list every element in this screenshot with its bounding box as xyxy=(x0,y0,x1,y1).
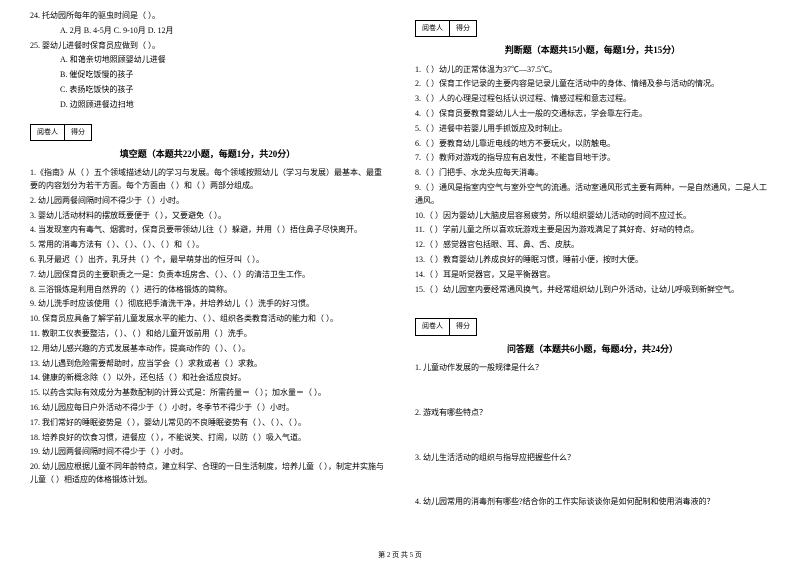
fill-9: 9. 幼儿洗手时应该使用（ ）彻底把手清洗干净，并培养幼儿（ ）洗手的好习惯。 xyxy=(30,298,385,311)
q25-opt-b: B. 催促吃饭慢的孩子 xyxy=(30,69,385,82)
fill-14: 14. 健康的新概念除（ ）以外，还包括（ ）和社会适应良好。 xyxy=(30,372,385,385)
left-column: 24. 托幼园所每年的驱虫时间是（ ）。 A. 2月 B. 4-5月 C. 9-… xyxy=(0,0,400,565)
score-box-ans: 阅卷人 得分 xyxy=(415,318,477,335)
q25-opt-a: A. 和蔼亲切地照顾婴幼儿进餐 xyxy=(30,54,385,67)
q24-stem: 24. 托幼园所每年的驱虫时间是（ ）。 xyxy=(30,10,385,23)
judge-14: 14.（ ）耳是听觉器官，又是平衡器官。 xyxy=(415,269,770,282)
q25-stem: 25. 婴幼儿进餐时保育员应做到（ ）。 xyxy=(30,40,385,53)
fill-11: 11. 教职工仪表要整洁，（ ）、（ ）和给儿童开饭前用（ ）洗手。 xyxy=(30,328,385,341)
ans-3: 3. 幼儿生活活动的组织与指导应把握些什么？ xyxy=(415,452,770,465)
judge-15: 15.（ ）幼儿园室内要经常通风换气，并经常组织幼儿到户外活动，让幼儿呼吸到新鲜… xyxy=(415,284,770,297)
fill-6: 6. 乳牙最迟（ ）出齐，乳牙共（ ）个，最早萌芽出的恒牙叫（ ）。 xyxy=(30,254,385,267)
score-cell-score: 得分 xyxy=(450,318,477,335)
judge-5: 5.（ ）进餐中若婴儿用手抓饭应及时制止。 xyxy=(415,123,770,136)
judge-11: 11.（ ）学前儿童之所以喜欢玩游戏主要是因为游戏满足了其好奇、好动的特点。 xyxy=(415,224,770,237)
page-footer: 第 2 页 共 5 页 xyxy=(0,550,800,560)
fill-19: 19. 幼儿园两餐间隔时间不得少于（ ）小时。 xyxy=(30,446,385,459)
ans-4: 4. 幼儿园常用的消毒剂有哪些?结合你的工作实际谈谈你是如何配制和使用消毒液的？ xyxy=(415,496,770,509)
score-cell-marker: 阅卷人 xyxy=(415,20,450,37)
judge-7: 7.（ ）教师对游戏的指导应有启发性，不能盲目地干涉。 xyxy=(415,152,770,165)
fill-1: 1.《指南》从（ ）五个领域描述幼儿的学习与发展。每个领域按照幼儿（学习与发展）… xyxy=(30,167,385,193)
fill-17: 17. 我们常好的睡眠姿势是（ ），婴幼儿常见的不良睡眠姿势有（ ）、（ ）、（… xyxy=(30,417,385,430)
fill-7: 7. 幼儿园保育员的主要职责之一是：负责本班房舍、（ ）、（ ）的清洁卫生工作。 xyxy=(30,269,385,282)
score-box-fill: 阅卷人 得分 xyxy=(30,124,92,141)
score-cell-score: 得分 xyxy=(65,124,92,141)
score-cell-marker: 阅卷人 xyxy=(30,124,65,141)
score-box-judge: 阅卷人 得分 xyxy=(415,20,477,37)
fill-5: 5. 常用的消毒方法有（ ）、（ ）、（ ）、（ ）和（ ）。 xyxy=(30,239,385,252)
ans-section-title: 问答题（本题共6小题，每题4分，共24分） xyxy=(415,342,770,356)
score-cell-score: 得分 xyxy=(450,20,477,37)
judge-13: 13.（ ）教育婴幼儿养成良好的睡眠习惯，睡前小便，按时大便。 xyxy=(415,254,770,267)
q24-opts: A. 2月 B. 4-5月 C. 9-10月 D. 12月 xyxy=(30,25,385,38)
right-column: 阅卷人 得分 判断题（本题共15小题，每题1分，共15分） 1.（ ）幼儿的正常… xyxy=(400,0,800,565)
judge-8: 8.（ ）门把手、水龙头应每天消毒。 xyxy=(415,167,770,180)
fill-16: 16. 幼儿园应每日户外活动不得少于（ ）小时，冬季节不得少于（ ）小时。 xyxy=(30,402,385,415)
judge-10: 10.（ ）因为婴幼儿大脑皮层容易疲劳，所以组织婴幼儿活动的时间不应过长。 xyxy=(415,210,770,223)
ans-2: 2. 游戏有哪些特点？ xyxy=(415,407,770,420)
fill-4: 4. 当发现室内有毒气、烟雾时，保育员要带领幼儿往（ ）躲避，并用（ ）捂住鼻子… xyxy=(30,224,385,237)
fill-13: 13. 幼儿遇到危险需要帮助时，应当学会（ ）求救或者（ ）求救。 xyxy=(30,358,385,371)
fill-15: 15. 以药含实际有效成分为基数配制的计算公式是：所需药量＝（ ）；加水量＝（ … xyxy=(30,387,385,400)
fill-12: 12. 用幼儿感兴趣的方式发展基本动作，提高动作的（ ）、（ ）。 xyxy=(30,343,385,356)
judge-section-title: 判断题（本题共15小题，每题1分，共15分） xyxy=(415,43,770,57)
judge-3: 3.（ ）人的心理是过程包括认识过程、情感过程和意志过程。 xyxy=(415,93,770,106)
fill-10: 10. 保育员应具备了解学前儿童发展水平的能力、（ ）、组织各类教育活动的能力和… xyxy=(30,313,385,326)
q25-opt-c: C. 表扬吃饭快的孩子 xyxy=(30,84,385,97)
judge-1: 1.（ ）幼儿的正常体温为37℃—37.5℃。 xyxy=(415,64,770,77)
judge-12: 12.（ ）感觉器官包括眼、耳、鼻、舌、皮肤。 xyxy=(415,239,770,252)
score-cell-marker: 阅卷人 xyxy=(415,318,450,335)
fill-section-title: 填空题（本题共22小题，每题1分，共20分） xyxy=(30,147,385,161)
judge-9: 9.（ ）通风是指室内空气与室外空气的流通。活动室通风形式主要有两种，一是自然通… xyxy=(415,182,770,208)
fill-20: 20. 幼儿园应根据儿童不同年龄特点，建立科学、合理的一日生活制度，培养儿童（ … xyxy=(30,461,385,487)
q25-opt-d: D. 边照顾进餐边扫地 xyxy=(30,99,385,112)
fill-8: 8. 三浴锻炼是利用自然界的（ ）进行的体格锻炼的简称。 xyxy=(30,284,385,297)
ans-1: 1. 儿童动作发展的一般规律是什么？ xyxy=(415,362,770,375)
judge-6: 6.（ ）要教育幼儿靠近电线的地方不要玩火，以防触电。 xyxy=(415,138,770,151)
fill-18: 18. 培养良好的饮食习惯，进餐应（ ），不能说笑、打闹，以防（ ）吸入气道。 xyxy=(30,432,385,445)
judge-4: 4.（ ）保育员要教育婴幼儿人士一般的交通标志，学会靠左行走。 xyxy=(415,108,770,121)
fill-3: 3. 婴幼儿活动材料的摆放既要便于（ ），又要避免（ ）。 xyxy=(30,210,385,223)
fill-2: 2. 幼儿园两餐间隔时间不得少于（ ）小时。 xyxy=(30,195,385,208)
judge-2: 2.（ ）保育工作记录的主要内容是记录儿童在活动中的身体、情绪及参与活动的情况。 xyxy=(415,78,770,91)
